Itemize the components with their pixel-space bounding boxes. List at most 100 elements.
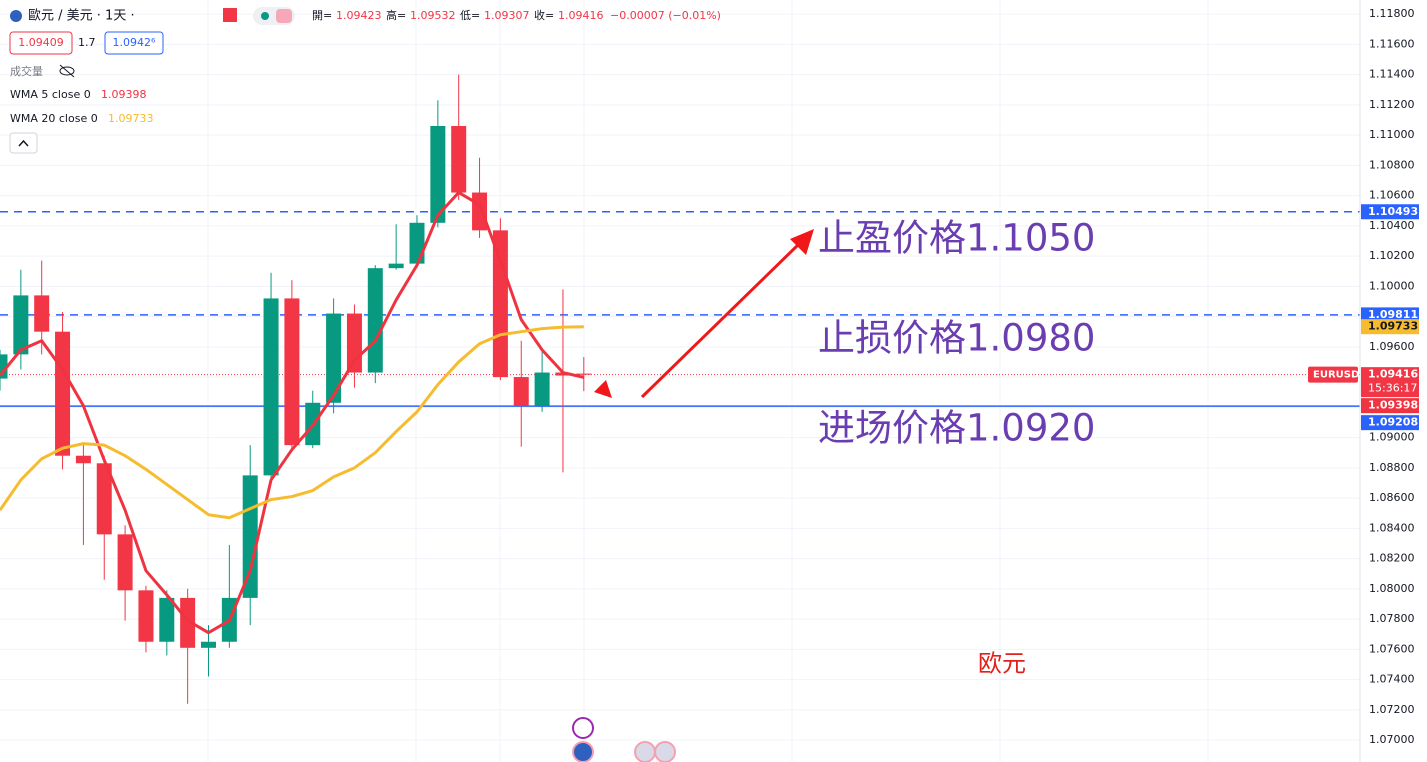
y-tick-label: 1.10200 [1369, 249, 1415, 262]
countdown: 15:36:17 [1368, 382, 1417, 395]
y-tick-label: 1.08200 [1369, 552, 1415, 565]
ma-badge: 1.09398 [1368, 399, 1418, 412]
y-tick-label: 1.07200 [1369, 703, 1415, 716]
event-icon[interactable] [572, 717, 594, 739]
candle-body [201, 641, 216, 648]
ma-badge-bg [1361, 398, 1419, 414]
flag-icon[interactable] [223, 8, 237, 22]
arrow-head [790, 229, 814, 255]
event-icon[interactable] [654, 741, 676, 762]
candle-body [117, 534, 133, 591]
y-tick-label: 1.11600 [1369, 37, 1415, 50]
eye-slash [59, 64, 75, 78]
eye-icon[interactable] [59, 66, 75, 76]
candle-body [346, 313, 362, 373]
level-badge-bg [1361, 204, 1419, 220]
collapse-icon [18, 139, 29, 147]
y-tick-label: 1.07800 [1369, 612, 1415, 625]
candle-body [55, 331, 71, 456]
candle-body [492, 230, 508, 378]
ohlc-value: 1.09423 [336, 9, 382, 22]
y-tick-label: 1.11400 [1369, 68, 1415, 81]
y-tick-label: 1.11800 [1369, 7, 1415, 20]
y-tick-label: 1.10600 [1369, 189, 1415, 202]
level-badge: 1.10493 [1368, 205, 1418, 218]
ohlc-value: 1.09416 [558, 9, 604, 22]
y-tick-label: 1.10800 [1369, 158, 1415, 171]
event-icon[interactable] [572, 741, 594, 762]
volume-label: 成交量 [10, 64, 43, 78]
candle-body [180, 597, 196, 648]
candle-body [367, 268, 383, 373]
ohlc-value: 1.09532 [410, 9, 456, 22]
grid [207, 0, 1209, 762]
arrow-head [594, 380, 612, 398]
y-tick-label: 1.08800 [1369, 461, 1415, 474]
legend-value: 1.09733 [108, 112, 154, 125]
annotation: 止损价格1.0980 [818, 317, 1095, 360]
ma-line [0, 191, 585, 635]
ma-badge-bg [1361, 319, 1419, 335]
candle-body [534, 372, 550, 406]
candle-body [138, 590, 154, 642]
candle-body [96, 463, 112, 535]
candle-body [263, 298, 279, 476]
y-tick-label: 1.07600 [1369, 642, 1415, 655]
ohlc-label: 開= [312, 9, 332, 22]
y-tick-label: 1.09600 [1369, 340, 1415, 353]
annotation: 止盈价格1.1050 [818, 217, 1095, 260]
candle-body [388, 263, 404, 269]
level-badge-bg [1361, 415, 1419, 431]
collapse-button[interactable] [9, 132, 38, 154]
y-tick-label: 1.08400 [1369, 521, 1415, 534]
candle-body [513, 377, 529, 406]
symbol-badge: EURUSD [1313, 370, 1359, 381]
spread: 1.7 [78, 36, 96, 49]
candle-body [34, 295, 50, 332]
y-tick-label: 1.10000 [1369, 279, 1415, 292]
y-tick-label: 1.08600 [1369, 491, 1415, 504]
candle-body [451, 125, 467, 193]
candle-body [0, 354, 8, 379]
symbol-icon [10, 10, 22, 22]
price-badge: 1.09416 [1368, 368, 1418, 381]
status-dot [261, 12, 269, 20]
ask-box[interactable] [104, 31, 164, 55]
y-tick-label: 1.08000 [1369, 582, 1415, 595]
ma-line [0, 325, 584, 520]
candle-body [576, 373, 592, 375]
y-tick-label: 1.10400 [1369, 219, 1415, 232]
candle-body [284, 298, 300, 446]
candle-body [326, 313, 342, 403]
candle-body [430, 125, 446, 223]
ohlc-label: 低= [460, 9, 480, 22]
legend-label: WMA 5 close 0 [10, 88, 91, 101]
ohlc-label: 高= [386, 8, 406, 22]
y-tick-label: 1.11000 [1369, 128, 1415, 141]
legend-label: WMA 20 close 0 [10, 112, 98, 125]
level-badge: 1.09811 [1368, 308, 1418, 321]
candle-body [472, 192, 488, 231]
ohlc-value: 1.09307 [484, 9, 530, 22]
level-badge: 1.09208 [1368, 416, 1418, 429]
event-icon[interactable] [634, 741, 656, 762]
candle-body [409, 222, 425, 264]
legend-value: 1.09398 [101, 88, 147, 101]
change: −0.00007 (−0.01%) [610, 9, 721, 22]
price-badge-bg [1361, 367, 1419, 398]
bid-box[interactable] [9, 31, 73, 55]
level-badge-bg [1361, 307, 1419, 323]
y-tick-label: 1.09000 [1369, 431, 1415, 444]
annotation: 欧元 [978, 650, 1026, 678]
candle-body [159, 597, 175, 642]
annotation: 进场价格1.0920 [818, 407, 1095, 450]
y-tick-label: 1.11200 [1369, 98, 1415, 111]
y-tick-label: 1.07000 [1369, 733, 1415, 746]
ohlc-label: 收= [534, 8, 554, 22]
bid: 1.09409 [18, 36, 64, 49]
symbol: 歐元 / 美元 · 1天 · [28, 9, 135, 24]
ma-badge: 1.09733 [1368, 320, 1418, 333]
y-tick-label: 1.07400 [1369, 673, 1415, 686]
